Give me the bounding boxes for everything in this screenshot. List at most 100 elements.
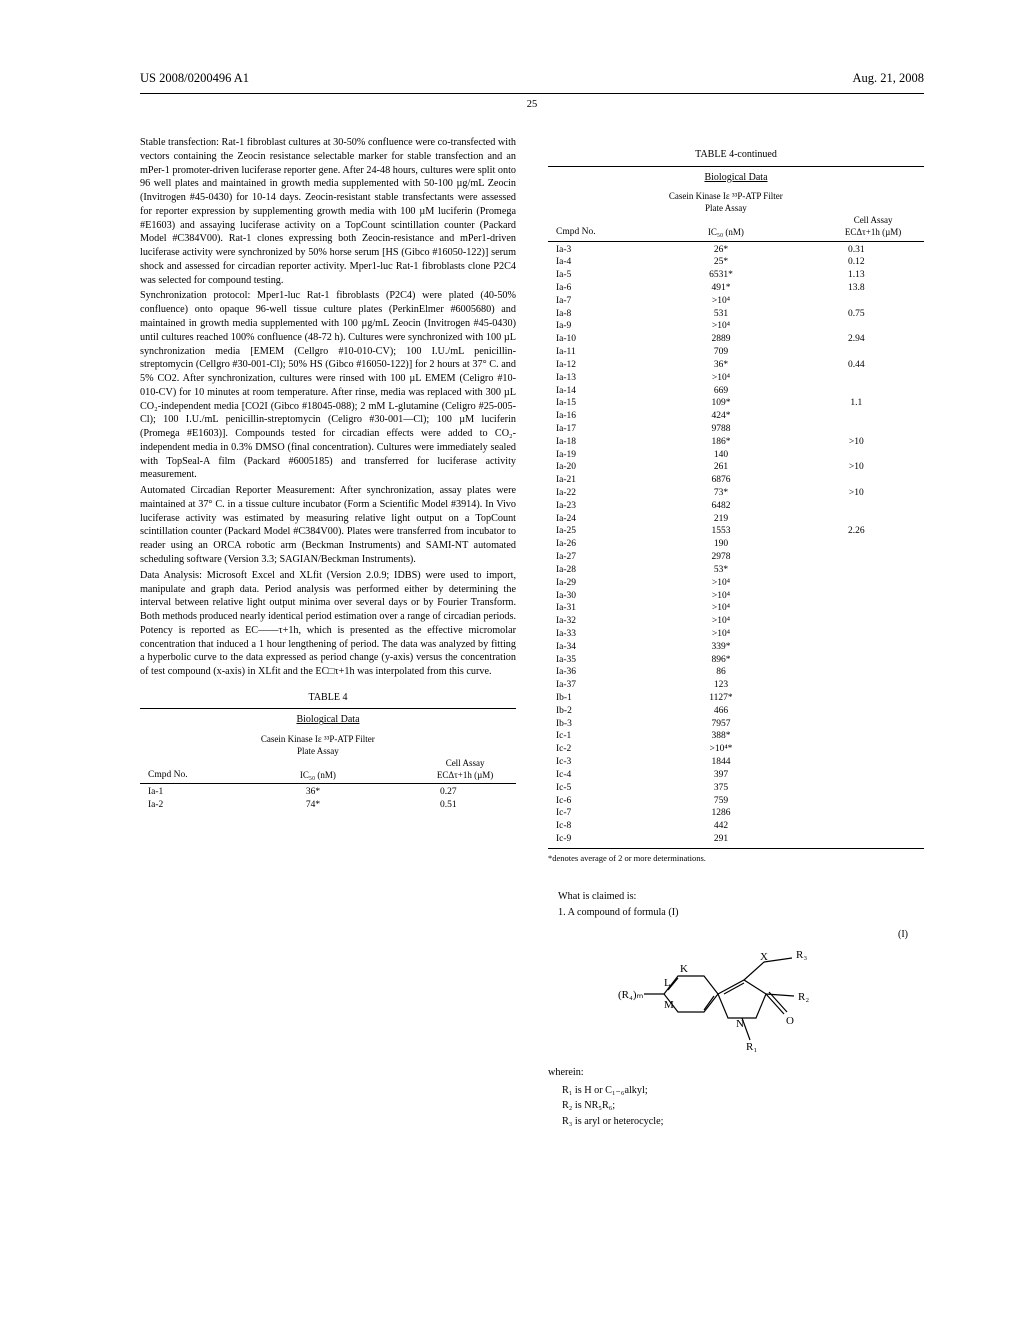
cell-cmpd: Ic-1 (548, 730, 653, 743)
table-row: Ia-85310.75 (548, 308, 924, 321)
table-header-assay2 (414, 733, 516, 757)
cell-ec (789, 769, 924, 782)
table-row: Ia-1028892.94 (548, 333, 924, 346)
cell-ec: >10 (789, 436, 924, 449)
cell-cmpd: Ic-4 (548, 769, 653, 782)
cell-ic50: 74* (245, 799, 380, 812)
cell-ic50: >10⁴ (653, 295, 788, 308)
table-row: Ic-31844 (548, 756, 924, 769)
page-number: 25 (140, 98, 924, 112)
table-header-cmpd: Cmpd No. (140, 757, 222, 781)
table-row: Ia-31>10⁴ (548, 602, 924, 615)
cell-ic50: 531 (653, 308, 788, 321)
cell-cmpd: Ib-2 (548, 705, 653, 718)
cell-ic50: 6482 (653, 500, 788, 513)
cell-ec (789, 538, 924, 551)
claims-section: What is claimed is: 1. A compound of for… (548, 890, 924, 1129)
cell-ic50: 339* (653, 641, 788, 654)
cell-cmpd: Ia-22 (548, 487, 653, 500)
table-row: Ia-29>10⁴ (548, 577, 924, 590)
cell-ic50: 424* (653, 410, 788, 423)
left-column: Stable transfection: Rat-1 fibroblast cu… (140, 136, 516, 1131)
table-header-assay2 (822, 190, 924, 214)
cell-ec (789, 564, 924, 577)
cell-ec: 0.44 (789, 359, 924, 372)
cell-ec (789, 692, 924, 705)
two-column-layout: Stable transfection: Rat-1 fibroblast cu… (140, 136, 924, 1131)
cell-cmpd: Ia-31 (548, 602, 653, 615)
cell-cmpd: Ia-11 (548, 346, 653, 359)
table-row: Ia-7>10⁴ (548, 295, 924, 308)
cell-cmpd: Ia-7 (548, 295, 653, 308)
cell-ec: >10 (789, 487, 924, 500)
patent-page: US 2008/0200496 A1 Aug. 21, 2008 25 Stab… (0, 0, 1024, 1171)
table-row: Ia-236482 (548, 500, 924, 513)
table-header-assay2: Cell Assay ECΔτ+1h (µM) (822, 214, 924, 238)
cell-cmpd: Ia-2 (140, 799, 245, 812)
table-row: Ia-33>10⁴ (548, 628, 924, 641)
cell-cmpd: Ia-4 (548, 256, 653, 269)
cell-ic50: 397 (653, 769, 788, 782)
table4c-title: Biological Data (548, 171, 924, 185)
table-row: Ia-2853* (548, 564, 924, 577)
claim-1: 1. A compound of formula (I) (548, 906, 924, 920)
table-row: Ic-8442 (548, 820, 924, 833)
cell-ec (789, 756, 924, 769)
hdr-text: Plate Assay (705, 203, 747, 213)
claims-intro: What is claimed is: (548, 890, 924, 904)
wherein-line: R₂ is NR₅R₆; (548, 1099, 924, 1113)
atom-label: O (786, 1015, 794, 1027)
cell-ic50: 36* (245, 786, 380, 799)
cell-ic50: 109* (653, 397, 788, 410)
cell-ic50: 36* (653, 359, 788, 372)
hdr-text: Casein Kinase Iε ³³P-ATP Filter (669, 191, 783, 201)
table-row: Ic-71286 (548, 807, 924, 820)
wherein-line: R₁ is H or C₁₋₆alkyl; (548, 1084, 924, 1098)
table-row: Ia-20261>10 (548, 461, 924, 474)
atom-label: L (664, 977, 671, 989)
cell-ec (789, 641, 924, 654)
cell-ic50: 261 (653, 461, 788, 474)
cell-cmpd: Ia-33 (548, 628, 653, 641)
cell-ec (789, 295, 924, 308)
paragraph: Synchronization protocol: Mper1-luc Rat-… (140, 289, 516, 482)
cell-ic50: 219 (653, 513, 788, 526)
table-header-assay1: Casein Kinase Iε ³³P-ATP Filter Plate As… (222, 733, 415, 757)
cell-cmpd: Ia-34 (548, 641, 653, 654)
hdr-text: IC₅₀ (nM) (222, 757, 415, 781)
cell-ic50: >10⁴ (653, 628, 788, 641)
cell-ec: 0.27 (381, 786, 516, 799)
cell-ec (789, 449, 924, 462)
table4: Casein Kinase Iε ³³P-ATP Filter Plate As… (140, 733, 516, 782)
cell-ec (789, 782, 924, 795)
cell-ec (789, 551, 924, 564)
cell-ic50: 1127* (653, 692, 788, 705)
cell-cmpd: Ia-23 (548, 500, 653, 513)
atom-label: R₁ (746, 1041, 757, 1053)
cell-ec: >10 (789, 461, 924, 474)
cell-ic50: 491* (653, 282, 788, 295)
cell-cmpd: Ia-13 (548, 372, 653, 385)
cell-cmpd: Ib-1 (548, 692, 653, 705)
atom-label: R₃ (796, 949, 807, 961)
cell-ic50: >10⁴ (653, 372, 788, 385)
paragraph: Stable transfection: Rat-1 fibroblast cu… (140, 136, 516, 287)
cell-ic50: 26* (653, 244, 788, 257)
cell-cmpd: Ia-24 (548, 513, 653, 526)
formula-I-block: (I) (548, 928, 924, 1058)
cell-ic50: 190 (653, 538, 788, 551)
cell-cmpd: Ia-25 (548, 525, 653, 538)
cell-ec: 1.13 (789, 269, 924, 282)
cell-ec (789, 654, 924, 667)
table-row: Ia-18186*>10 (548, 436, 924, 449)
cell-ic50: 759 (653, 795, 788, 808)
table-header-assay1: Casein Kinase Iε ³³P-ATP Filter Plate As… (630, 190, 823, 214)
cell-ec (789, 795, 924, 808)
table-header-cmpd (548, 190, 630, 214)
cell-ec (789, 628, 924, 641)
wherein-line: R₃ is aryl or heterocycle; (548, 1115, 924, 1129)
table-row: Ia-179788 (548, 423, 924, 436)
cell-cmpd: Ia-37 (548, 679, 653, 692)
cell-cmpd: Ia-5 (548, 269, 653, 282)
cell-ec (789, 423, 924, 436)
